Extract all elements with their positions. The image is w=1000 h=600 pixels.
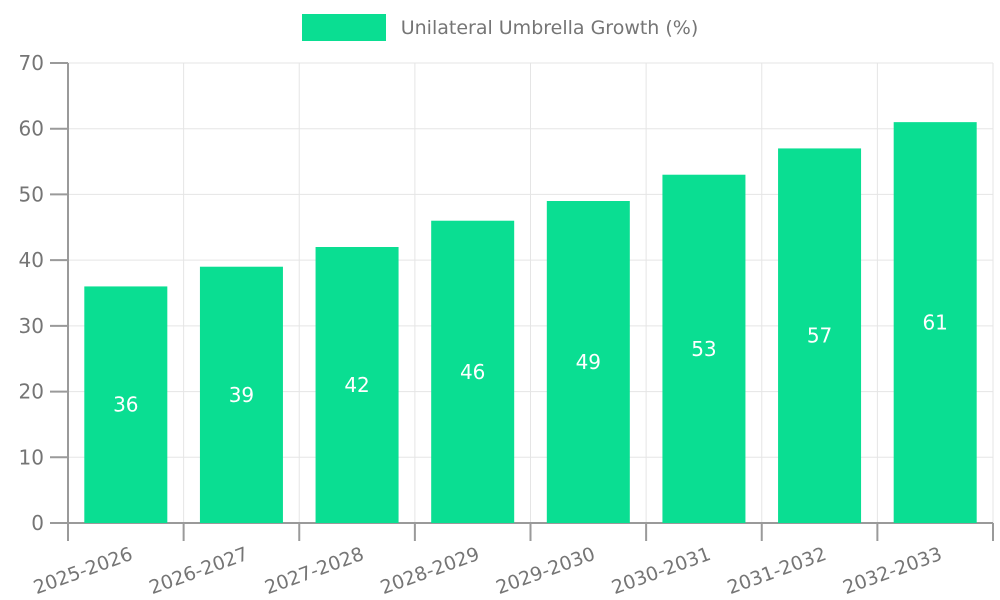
y-axis-tick-label: 50 (19, 182, 44, 206)
bar-2030-2031[interactable] (662, 174, 746, 523)
y-axis-tick-label: 70 (19, 51, 44, 75)
bar-value-label: 49 (576, 350, 601, 374)
y-axis-tick-label: 20 (19, 380, 44, 404)
y-axis-tick-label: 10 (19, 445, 44, 469)
x-axis-category-label: 2028-2029 (378, 543, 483, 599)
bar-2029-2030[interactable] (546, 201, 630, 523)
bar-2025-2026[interactable] (84, 286, 168, 523)
bar-value-label: 36 (113, 393, 138, 417)
x-axis-category-label: 2029-2030 (493, 543, 598, 599)
legend-swatch (301, 14, 386, 41)
bar-2028-2029[interactable] (431, 220, 515, 523)
bar-2032-2033[interactable] (893, 122, 977, 524)
bar-value-label: 39 (229, 383, 254, 407)
bar-value-label: 61 (922, 311, 947, 335)
bar-value-label: 53 (691, 337, 716, 361)
x-axis-category-label: 2030-2031 (609, 543, 714, 599)
x-axis-category-label: 2031-2032 (724, 543, 829, 599)
bar-2026-2027[interactable] (199, 266, 283, 523)
bar-2031-2032[interactable] (778, 148, 862, 523)
y-axis-tick-label: 0 (31, 511, 44, 535)
bar-value-label: 42 (344, 373, 369, 397)
y-axis-tick-label: 30 (19, 314, 44, 338)
bar-value-label: 46 (460, 360, 485, 384)
x-axis-category-label: 2027-2028 (262, 543, 367, 599)
bar-value-label: 57 (807, 324, 832, 348)
y-axis-tick-label: 60 (19, 117, 44, 141)
bar-2027-2028[interactable] (315, 247, 399, 523)
x-axis-category-label: 2032-2033 (840, 543, 945, 599)
x-axis-category-label: 2026-2027 (146, 543, 251, 599)
legend-label: Unilateral Umbrella Growth (%) (400, 16, 699, 39)
x-axis-category-label: 2025-2026 (31, 543, 136, 599)
y-axis-tick-label: 40 (19, 248, 44, 272)
legend-item[interactable]: Unilateral Umbrella Growth (%) (0, 14, 1000, 41)
